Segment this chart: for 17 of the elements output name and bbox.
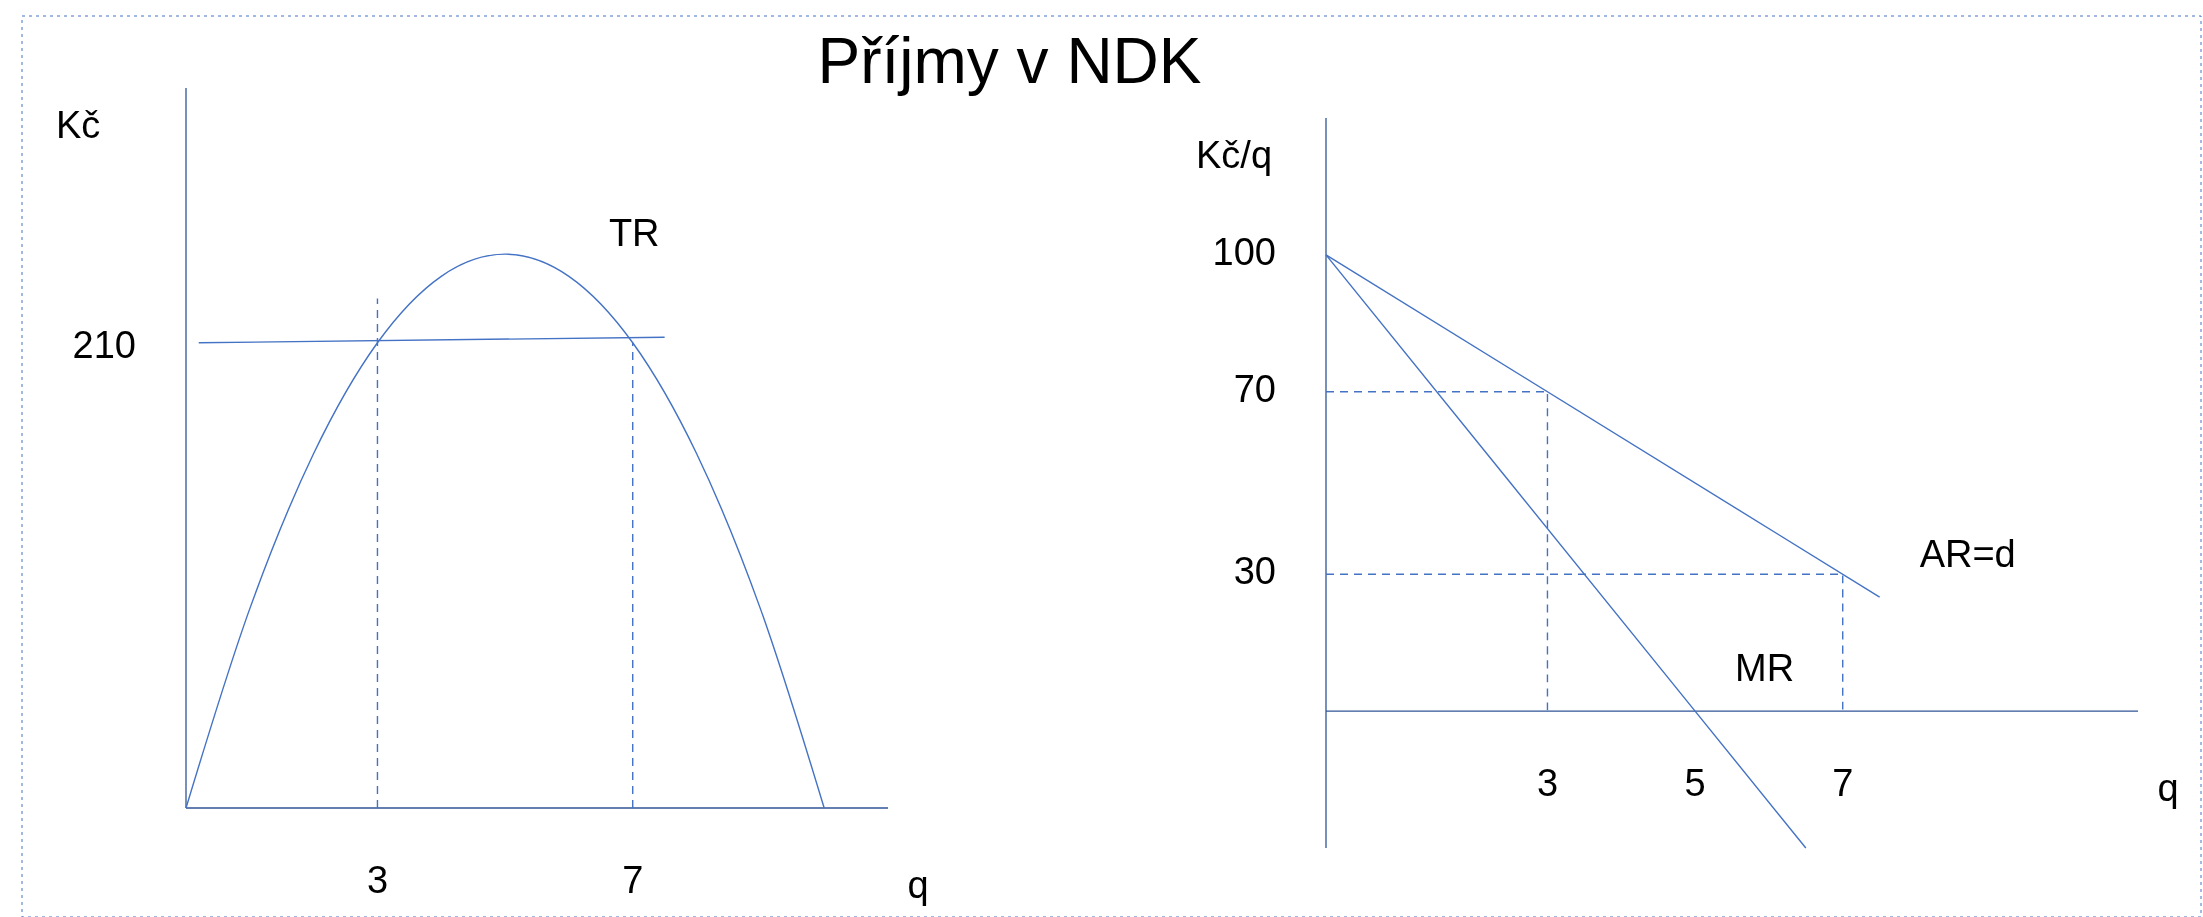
x-tick-label: 7 [1832, 762, 1854, 805]
y-tick-label: 30 [1233, 550, 1276, 593]
series-label: MR [1735, 647, 1795, 690]
x-tick-label: 3 [1536, 762, 1559, 805]
series-label: TR [608, 212, 660, 255]
y-axis-title: Kč [56, 104, 101, 146]
y-axis-title: Kč/q [1196, 134, 1273, 176]
x-tick-label: 5 [1684, 762, 1706, 805]
x-axis-title: q [2157, 767, 2179, 810]
x-tick-label: 7 [622, 859, 644, 901]
y-tick-label: 70 [1233, 367, 1276, 410]
y-tick-label: 100 [1212, 230, 1276, 273]
text: 210 [72, 324, 136, 367]
x-axis-title: q [907, 864, 929, 906]
x-tick-label: 3 [366, 859, 389, 901]
series-label: AR=d [1919, 533, 2016, 576]
chart-title: Příjmy v NDK [817, 25, 1202, 97]
